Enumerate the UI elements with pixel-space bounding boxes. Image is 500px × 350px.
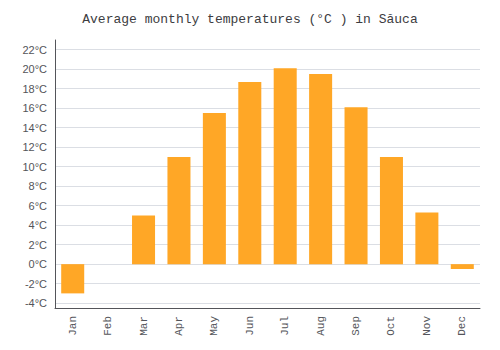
svg-text:Apr: Apr [173,316,185,336]
svg-text:20°C: 20°C [22,63,47,75]
svg-text:22°C: 22°C [22,44,47,56]
svg-text:10°C: 10°C [22,161,47,173]
svg-text:12°C: 12°C [22,141,47,153]
svg-text:Aug: Aug [315,316,327,336]
svg-text:18°C: 18°C [22,83,47,95]
svg-text:Sep: Sep [350,316,362,336]
svg-text:6°C: 6°C [29,200,48,212]
svg-text:Oct: Oct [385,316,397,336]
svg-text:0°C: 0°C [29,258,48,270]
svg-text:-4°C: -4°C [25,297,47,309]
svg-text:Jun: Jun [244,316,256,336]
svg-text:8°C: 8°C [29,180,48,192]
svg-text:Mar: Mar [138,316,150,336]
svg-text:Nov: Nov [421,316,433,336]
svg-text:Dec: Dec [456,316,468,336]
svg-text:2°C: 2°C [29,239,48,251]
svg-text:May: May [208,316,220,336]
svg-text:4°C: 4°C [29,219,48,231]
svg-text:Average monthly temperatures (: Average monthly temperatures (°C ) in Să… [82,12,418,27]
svg-text:-2°C: -2°C [25,278,47,290]
svg-text:14°C: 14°C [22,122,47,134]
svg-text:16°C: 16°C [22,102,47,114]
svg-text:Jul: Jul [279,316,291,336]
svg-text:Feb: Feb [102,316,114,336]
svg-text:Jan: Jan [67,316,79,336]
